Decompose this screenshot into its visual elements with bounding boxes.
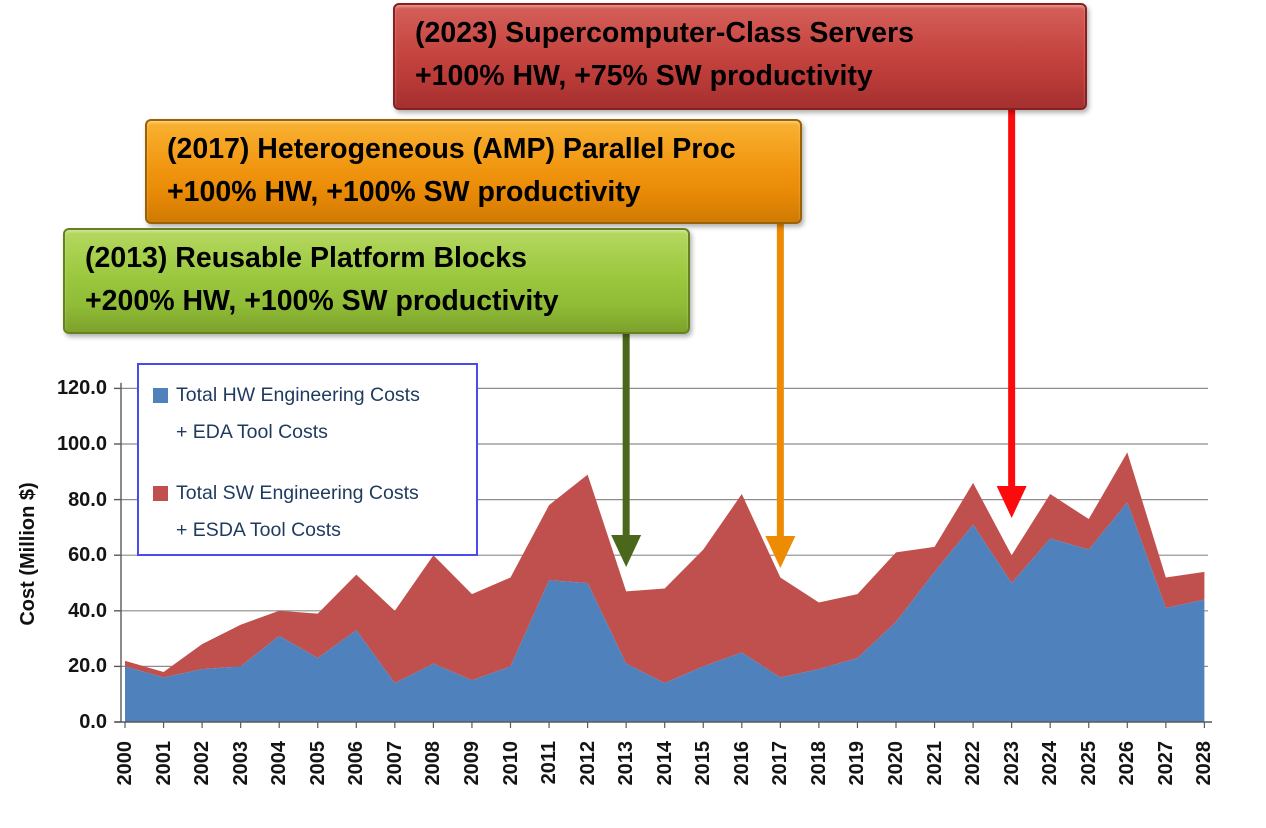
- x-tick-label-2012: 2012: [576, 741, 599, 786]
- x-tick-label-2019: 2019: [846, 741, 869, 786]
- x-tick-label-2009: 2009: [460, 741, 483, 786]
- x-tick-label-2020: 2020: [885, 741, 907, 786]
- x-tick-label-2022: 2022: [962, 741, 985, 786]
- callout-2017-heterogeneous-parallel: (2017) Heterogeneous (AMP) Parallel Proc…: [145, 119, 802, 224]
- x-tick-label-2007: 2007: [383, 741, 406, 786]
- callout-2013-reusable-platform: (2013) Reusable Platform Blocks +200% HW…: [63, 228, 690, 334]
- legend-label-hw: Total HW Engineering Costs + EDA Tool Co…: [176, 384, 420, 443]
- x-tick-label-2008: 2008: [422, 741, 445, 786]
- sw-costs-area: [125, 452, 1205, 684]
- x-tick-label-2013: 2013: [615, 741, 638, 786]
- x-tick-label-2027: 2027: [1154, 741, 1177, 786]
- x-tick-label-2015: 2015: [692, 741, 715, 786]
- x-tick-label-2003: 2003: [229, 741, 252, 786]
- x-tick-label-2028: 2028: [1193, 741, 1216, 786]
- x-tick-label-2010: 2010: [499, 741, 522, 786]
- y-tick-label-80: 80.0: [68, 488, 107, 511]
- callout-2023-supercomputer-servers: (2023) Supercomputer-Class Servers +100%…: [393, 3, 1087, 110]
- x-tick-label-2014: 2014: [653, 741, 676, 786]
- x-tick-label-2005: 2005: [306, 741, 329, 786]
- legend-item-hw: Total HW Engineering Costs + EDA Tool Co…: [153, 377, 420, 451]
- x-tick-label-2023: 2023: [1000, 741, 1023, 786]
- y-tick-label-120: 120.0: [56, 377, 107, 400]
- x-tick-label-2006: 2006: [345, 741, 368, 786]
- callout-2023-line2: +100% HW, +75% SW productivity: [415, 60, 873, 92]
- x-tick-label-2011: 2011: [538, 741, 561, 785]
- hw-series-swatch: [153, 388, 168, 403]
- x-tick-label-2026: 2026: [1116, 741, 1139, 786]
- y-tick-label-60: 60.0: [68, 544, 107, 567]
- arrow-head-2017: [765, 536, 796, 568]
- arrow-head-2023: [996, 486, 1027, 518]
- y-tick-label-40: 40.0: [68, 599, 107, 622]
- legend-label-sw: Total SW Engineering Costs + ESDA Tool C…: [176, 482, 419, 541]
- x-tick-label-2016: 2016: [730, 741, 753, 786]
- callout-2013-line1: (2013) Reusable Platform Blocks: [85, 242, 527, 274]
- legend-item-sw: Total SW Engineering Costs + ESDA Tool C…: [153, 475, 419, 549]
- x-tick-label-2024: 2024: [1039, 741, 1062, 786]
- y-tick-label-100: 100.0: [56, 433, 107, 455]
- x-tick-label-2018: 2018: [807, 741, 830, 786]
- sw-series-swatch: [153, 486, 168, 501]
- arrow-head-2013: [611, 535, 642, 567]
- x-tick-label-2000: 2000: [114, 741, 136, 786]
- x-tick-label-2004: 2004: [268, 741, 291, 786]
- y-tick-label-0: 0.0: [79, 711, 107, 733]
- x-tick-label-2017: 2017: [769, 741, 792, 786]
- x-tick-label-2002: 2002: [191, 741, 214, 786]
- callout-2017-line2: +100% HW, +100% SW productivity: [167, 176, 641, 208]
- hw-costs-area: [125, 502, 1205, 722]
- callout-2013-line2: +200% HW, +100% SW productivity: [85, 285, 559, 317]
- callout-2017-line1: (2017) Heterogeneous (AMP) Parallel Proc: [167, 133, 736, 165]
- y-tick-label-20: 20.0: [68, 655, 107, 678]
- x-tick-label-2001: 2001: [152, 741, 175, 786]
- legend: Total HW Engineering Costs + EDA Tool Co…: [137, 363, 478, 556]
- x-tick-label-2025: 2025: [1077, 741, 1100, 786]
- x-tick-label-2021: 2021: [923, 741, 946, 786]
- callout-2023-line1: (2023) Supercomputer-Class Servers: [415, 17, 914, 49]
